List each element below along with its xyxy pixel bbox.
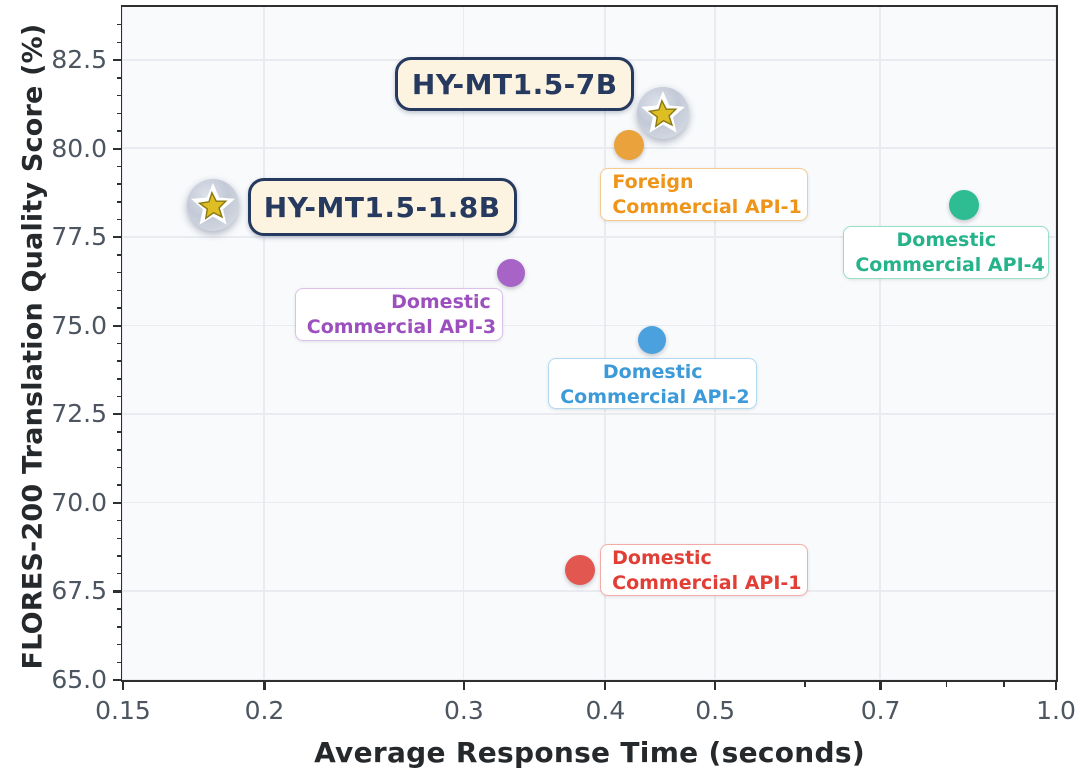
x-tick-label: 0.7 xyxy=(860,696,901,725)
y-minor-tick-mark xyxy=(116,608,121,610)
y-minor-tick-mark xyxy=(116,307,121,309)
y-minor-tick-mark xyxy=(116,342,121,345)
y-minor-tick-mark xyxy=(116,77,121,79)
x-tick-mark xyxy=(462,682,465,690)
y-tick-label: 67.5 xyxy=(51,576,107,606)
x-minor-tick-mark xyxy=(804,682,806,687)
x-tick-mark xyxy=(714,682,717,690)
y-tick-mark xyxy=(113,501,121,504)
x-tick-label: 0.3 xyxy=(443,696,484,725)
y-minor-tick-mark xyxy=(116,360,121,362)
x-gridline xyxy=(1054,6,1057,680)
x-tick-mark xyxy=(879,682,882,690)
y-minor-tick-mark xyxy=(116,289,121,292)
y-tick-label: 65.0 xyxy=(51,665,107,694)
plot-area xyxy=(120,4,1058,682)
y-tick-label: 75.0 xyxy=(51,310,107,340)
x-axis-title: Average Response Time (seconds) xyxy=(314,736,865,769)
x-tick-mark xyxy=(604,682,607,690)
y-gridline xyxy=(122,147,1056,150)
y-minor-tick-mark xyxy=(116,643,121,646)
y-gridline xyxy=(122,413,1056,415)
x-tick-label: 1.0 xyxy=(1036,696,1076,725)
y-tick-mark xyxy=(113,147,121,150)
y-gridline xyxy=(122,236,1056,238)
y-minor-tick-mark xyxy=(116,395,121,398)
y-minor-tick-mark xyxy=(116,519,121,522)
y-tick-label: 77.5 xyxy=(51,222,107,252)
x-minor-tick-mark xyxy=(1003,682,1005,687)
y-tick-mark xyxy=(113,413,121,416)
y-minor-tick-mark xyxy=(116,201,121,203)
y-tick-label: 82.5 xyxy=(51,45,107,75)
y-minor-tick-mark xyxy=(116,130,121,132)
y-gridline xyxy=(122,58,1056,61)
y-gridline xyxy=(122,501,1056,504)
y-minor-tick-mark xyxy=(116,537,121,540)
x-gridline xyxy=(879,6,881,680)
y-minor-tick-mark xyxy=(116,41,121,44)
x-gridline xyxy=(713,6,716,680)
x-tick-label: 0.2 xyxy=(244,696,285,725)
x-gridline xyxy=(462,6,465,680)
y-minor-tick-mark xyxy=(116,254,121,256)
y-minor-tick-mark xyxy=(116,271,121,274)
y-tick-mark xyxy=(113,590,121,593)
x-tick-mark xyxy=(1054,682,1058,690)
y-minor-tick-mark xyxy=(116,378,121,380)
x-tick-mark xyxy=(121,682,125,690)
y-minor-tick-mark xyxy=(116,183,121,185)
y-minor-tick-mark xyxy=(116,94,121,97)
y-gridline xyxy=(122,678,1056,681)
y-gridline xyxy=(122,324,1056,327)
y-minor-tick-mark xyxy=(116,112,121,114)
x-gridline xyxy=(604,6,606,680)
x-gridline xyxy=(121,6,124,680)
y-minor-tick-mark xyxy=(116,23,121,26)
y-gridline xyxy=(122,590,1056,592)
x-minor-tick-mark xyxy=(945,682,947,687)
y-minor-tick-mark xyxy=(116,555,121,557)
y-tick-label: 72.5 xyxy=(51,399,107,429)
x-tick-label: 0.5 xyxy=(695,696,735,725)
y-tick-mark xyxy=(113,59,121,62)
y-minor-tick-mark xyxy=(116,165,121,168)
y-tick-mark xyxy=(113,678,121,682)
x-tick-label: 0.15 xyxy=(95,696,151,725)
y-tick-label: 70.0 xyxy=(51,487,107,517)
y-minor-tick-mark xyxy=(116,431,121,433)
x-gridline xyxy=(263,6,265,680)
y-tick-mark xyxy=(113,324,121,327)
y-minor-tick-mark xyxy=(116,572,121,575)
y-tick-mark xyxy=(113,236,121,239)
y-minor-tick-mark xyxy=(116,484,121,486)
x-tick-label: 0.4 xyxy=(585,696,626,725)
y-minor-tick-mark xyxy=(116,218,121,221)
x-tick-mark xyxy=(263,682,266,690)
y-tick-label: 80.0 xyxy=(51,133,107,163)
y-minor-tick-mark xyxy=(116,466,121,469)
y-minor-tick-mark xyxy=(116,661,121,664)
y-minor-tick-mark xyxy=(116,626,121,628)
y-minor-tick-mark xyxy=(116,449,121,451)
